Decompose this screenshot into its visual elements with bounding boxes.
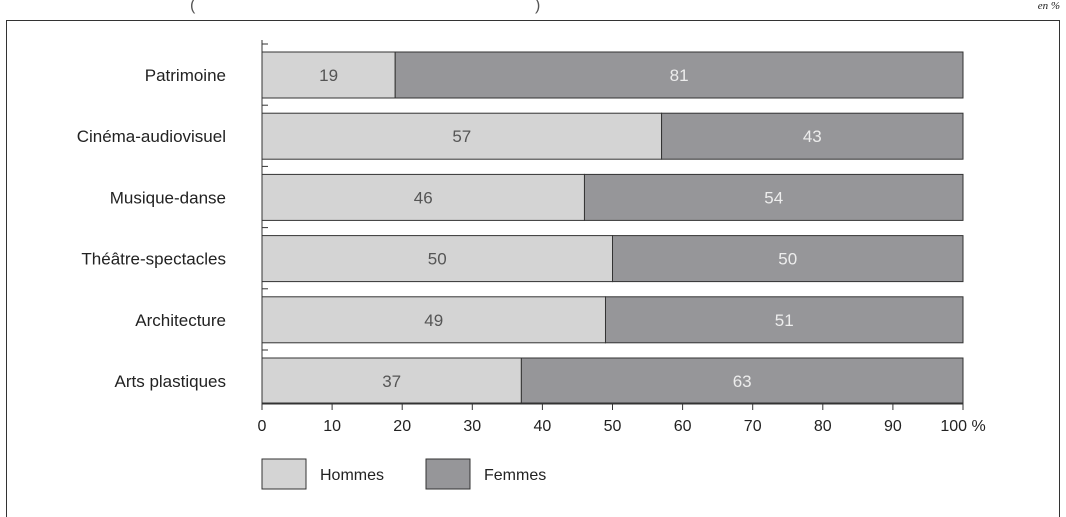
bar-segment-hommes — [261, 51, 396, 99]
x-tick-label: 80 — [814, 418, 832, 435]
data-label: 43 — [803, 127, 822, 146]
x-axis: 0 10 20 30 40 50 60 70 80 90 100 % — [258, 40, 986, 435]
x-tick-label: 60 — [674, 418, 692, 435]
bar-segment-femmes — [583, 173, 964, 221]
legend-label: Hommes — [320, 467, 384, 484]
bar-segment-femmes — [661, 112, 964, 160]
x-tick-label: 40 — [534, 418, 552, 435]
legend-label: Femmes — [484, 467, 546, 484]
data-label: 51 — [775, 311, 794, 330]
data-label: 54 — [764, 188, 783, 207]
data-label: 49 — [424, 311, 443, 330]
x-tick-label: 30 — [463, 418, 481, 435]
legend-swatch-hommes — [261, 458, 307, 490]
bars-group: Patrimoine 19 81 Cinéma-audiovisuel 57 43 Musi… — [77, 51, 964, 405]
unit-note: en % — [1037, 0, 1060, 12]
top-caption: ( — [190, 0, 196, 14]
x-tick-label: 70 — [744, 418, 762, 435]
bar-segment-femmes — [394, 51, 964, 99]
category-label: Théâtre-spectacles — [81, 250, 226, 269]
x-tick-label: 50 — [604, 418, 622, 435]
legend-swatch-femmes — [425, 458, 471, 490]
category-label: Architecture — [135, 311, 226, 330]
bar-segment-femmes — [604, 296, 964, 344]
category-label: Musique-danse — [110, 188, 226, 207]
data-label: 46 — [414, 188, 433, 207]
chart-frame — [6, 20, 1060, 517]
data-label: 50 — [428, 250, 447, 269]
x-tick-label: 20 — [393, 418, 411, 435]
bar-segment-femmes — [612, 235, 964, 283]
top-caption-right: ) — [535, 0, 540, 14]
x-tick-label: 10 — [323, 418, 341, 435]
bar-segment-hommes — [261, 112, 663, 160]
bar-segment-hommes — [261, 235, 613, 283]
data-label: 19 — [319, 66, 338, 85]
category-label: Patrimoine — [145, 66, 226, 85]
data-label: 57 — [452, 127, 471, 146]
x-tick-label: 100 % — [940, 418, 985, 435]
x-tick-label: 90 — [884, 418, 902, 435]
data-label: 37 — [382, 372, 401, 391]
category-label: Cinéma-audiovisuel — [77, 127, 226, 146]
legend: Hommes Femmes — [261, 458, 546, 490]
category-label: Arts plastiques — [115, 372, 227, 391]
data-label: 50 — [778, 250, 797, 269]
x-tick-label: 0 — [258, 418, 267, 435]
bar-segment-femmes — [520, 357, 964, 405]
data-label: 81 — [670, 66, 689, 85]
data-label: 63 — [733, 372, 752, 391]
